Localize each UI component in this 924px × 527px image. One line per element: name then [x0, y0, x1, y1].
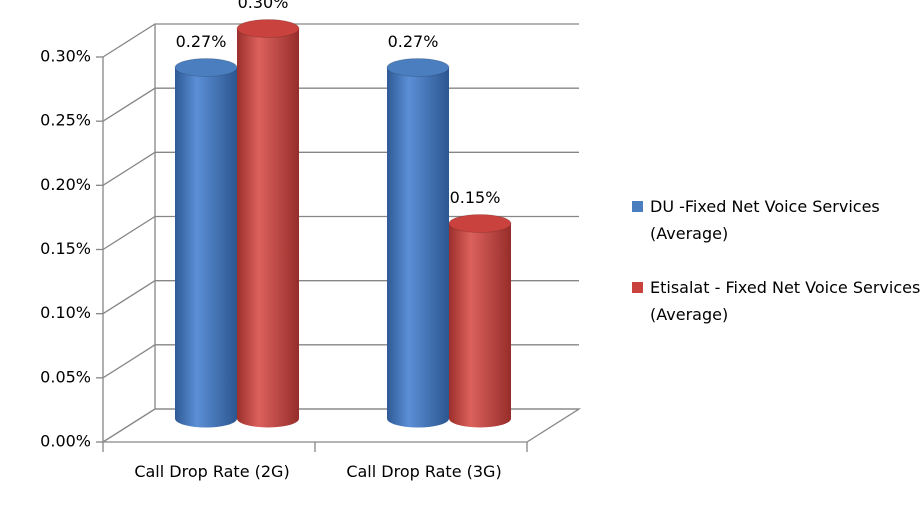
x-tick-label: Call Drop Rate (3G)	[346, 462, 502, 481]
cylinder	[174, 58, 238, 428]
cylinder-body	[237, 28, 299, 428]
value-label: 0.27%	[176, 32, 227, 51]
cylinder-body	[449, 223, 511, 428]
value-label: 0.15%	[450, 188, 501, 207]
grid-line	[102, 87, 579, 122]
cylinder-top	[174, 58, 238, 77]
legend-swatch	[632, 201, 643, 212]
y-tick-label: 0.00%	[40, 432, 91, 451]
grid-line	[102, 23, 579, 58]
cylinder-top	[448, 214, 512, 233]
cylinder-body	[387, 67, 449, 428]
y-tick-label: 0.20%	[40, 175, 91, 194]
legend-label: Etisalat - Fixed Net Voice Services (Ave…	[650, 278, 921, 324]
cylinder	[448, 214, 512, 428]
y-tick-label: 0.10%	[40, 303, 91, 322]
y-tick-label: 0.15%	[40, 239, 91, 258]
cylinder	[236, 19, 300, 428]
legend-item: DU -Fixed Net Voice Services (Average)	[632, 193, 922, 247]
y-tick-label: 0.30%	[40, 47, 91, 66]
cylinder-top	[386, 58, 450, 77]
cylinder-body	[175, 67, 237, 428]
grid-line	[102, 151, 579, 186]
legend-item: Etisalat - Fixed Net Voice Services (Ave…	[632, 274, 922, 328]
y-tick-label: 0.05%	[40, 367, 91, 386]
value-label: 0.27%	[388, 32, 439, 51]
cylinder	[386, 58, 450, 428]
cylinder-top	[236, 19, 300, 38]
x-tick-label: Call Drop Rate (2G)	[134, 462, 290, 481]
y-tick-label: 0.25%	[40, 111, 91, 130]
legend-swatch	[632, 282, 643, 293]
value-label: 0.30%	[238, 0, 289, 12]
legend-label: DU -Fixed Net Voice Services (Average)	[650, 197, 880, 243]
